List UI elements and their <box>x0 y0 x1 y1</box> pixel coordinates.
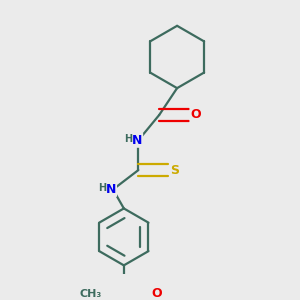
Text: S: S <box>170 164 179 177</box>
Text: N: N <box>106 183 116 196</box>
Text: CH₃: CH₃ <box>79 289 101 299</box>
Text: O: O <box>151 287 162 300</box>
Text: H: H <box>98 183 106 194</box>
Text: H: H <box>124 134 132 144</box>
Text: O: O <box>190 109 201 122</box>
Text: N: N <box>132 134 142 147</box>
